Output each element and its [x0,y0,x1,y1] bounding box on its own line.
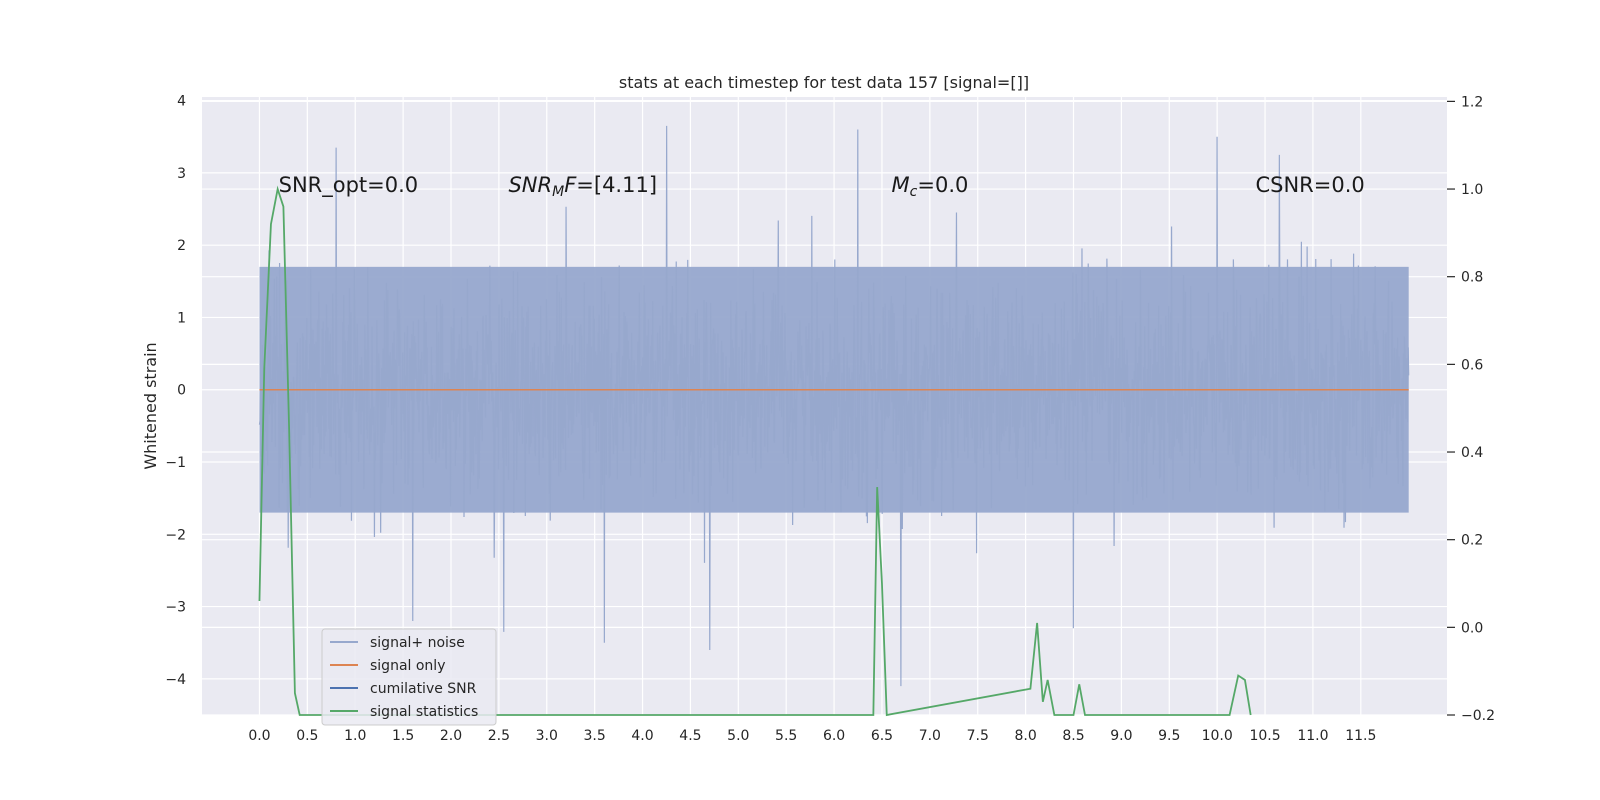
x-tick-label: 2.5 [488,728,510,744]
legend-label: signal only [370,658,445,674]
x-tick-label: 3.0 [536,728,558,744]
y-left-tick-label: 2 [177,238,186,254]
y-left-tick-label: 3 [177,166,186,182]
y-right-tick-label: 0.8 [1461,270,1483,286]
y-left-tick-label: −4 [165,672,186,688]
y-right-tick-label: 1.0 [1461,182,1483,198]
y-left-tick-labels: 4 3 2 1 0 −1 −2 −3 −4 [165,94,186,688]
annotation-0: SNR_opt=0.0 [279,173,419,198]
y-axis-label: Whitened strain [141,342,160,469]
x-tick-label: 6.5 [871,728,893,744]
x-tick-label: 11.0 [1297,728,1328,744]
x-tick-label: 0.5 [296,728,318,744]
x-tick-label: 9.0 [1110,728,1132,744]
x-tick-label: 8.5 [1062,728,1084,744]
x-tick-label: 1.0 [344,728,366,744]
x-tick-label: 3.5 [584,728,606,744]
x-tick-label: 11.5 [1345,728,1376,744]
legend: signal+ noise signal only cumilative SNR si… [321,628,497,726]
x-tick-label: 1.5 [392,728,414,744]
legend-label: signal+ noise [370,635,465,651]
y-left-tick-label: 1 [177,310,186,326]
chart-title: stats at each timestep for test data 157… [619,73,1029,92]
noise-line [258,125,1410,687]
legend-label: cumilative SNR [370,681,477,697]
y-left-tick-label: −2 [165,527,186,543]
x-tick-label: 10.0 [1202,728,1233,744]
x-tick-label: 7.5 [967,728,989,744]
x-tick-label: 5.5 [775,728,797,744]
x-tick-label: 10.5 [1249,728,1280,744]
y-right-tick-label: 0.6 [1461,357,1483,373]
annotation-1: SNRMF=[4.11] [508,173,657,200]
y-right-tick-label: −0.2 [1461,708,1495,724]
series-lines [258,185,1409,717]
annotations: SNR_opt=0.0 SNRMF=[4.11] Mc=0.0 CSNR=0.0 [279,173,1365,200]
x-tick-label: 5.0 [727,728,749,744]
y-right-tick-label: 0.2 [1461,533,1483,549]
x-tick-label: 7.0 [919,728,941,744]
y-right-tick-labels: 1.2 1.0 0.8 0.6 0.4 0.2 0.0 −0.2 [1447,94,1495,724]
y-left-tick-label: 0 [177,383,186,399]
y-right-tick-label: 0.4 [1461,445,1483,461]
x-tick-label: 8.0 [1014,728,1036,744]
y-left-tick-label: 4 [177,94,186,110]
x-tick-label: 4.5 [679,728,701,744]
x-tick-labels: 0.0 0.5 1.0 1.5 2.0 2.5 3.0 3.5 4.0 4.5 5.0 5.5 6.0 6… [248,728,1376,744]
x-tick-label: 9.5 [1158,728,1180,744]
x-tick-label: 6.0 [823,728,845,744]
x-tick-label: 0.0 [248,728,270,744]
y-left-tick-label: −3 [165,600,186,616]
x-tick-label: 2.0 [440,728,462,744]
series-line-3 [258,185,1252,717]
x-tick-label: 4.0 [631,728,653,744]
legend-box [321,628,497,726]
y-left-tick-label: −1 [165,455,186,471]
y-right-tick-label: 1.2 [1461,94,1483,110]
annotation-3: CSNR=0.0 [1255,173,1364,197]
y-right-tick-label: 0.0 [1461,620,1483,636]
annotation-2: Mc=0.0 [892,173,969,200]
legend-label: signal statistics [370,704,478,720]
